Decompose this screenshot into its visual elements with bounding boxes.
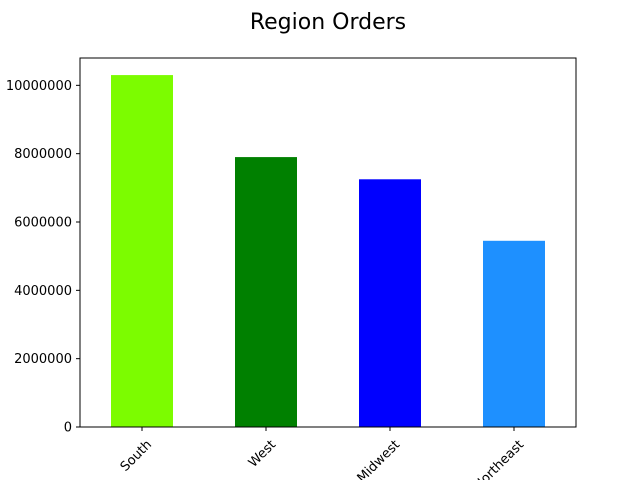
bar-west (235, 157, 297, 428)
x-tick-label-northeast: Northeast (471, 437, 527, 480)
bar-midwest (359, 179, 421, 427)
bars-group (111, 75, 545, 428)
plot-frame (79, 57, 577, 428)
y-tick-label: 0 (64, 421, 72, 436)
x-tick-label-south: South (118, 437, 155, 474)
y-tick-label: 2000000 (14, 352, 72, 367)
bar-northeast (483, 240, 545, 427)
x-axis: South West Midwest Northeast (118, 427, 527, 480)
y-tick-label: 4000000 (14, 284, 72, 299)
y-tick-label: 6000000 (14, 216, 72, 231)
y-tick-label: 8000000 (14, 147, 72, 162)
y-tick-label: 10000000 (6, 79, 72, 94)
bar-south (111, 75, 173, 427)
x-tick-label-west: West (246, 437, 279, 470)
chart-title: Region Orders (250, 10, 406, 35)
y-axis: 0 2000000 4000000 6000000 8000000 10000000 (6, 79, 80, 436)
x-tick-label-midwest: Midwest (355, 437, 404, 480)
